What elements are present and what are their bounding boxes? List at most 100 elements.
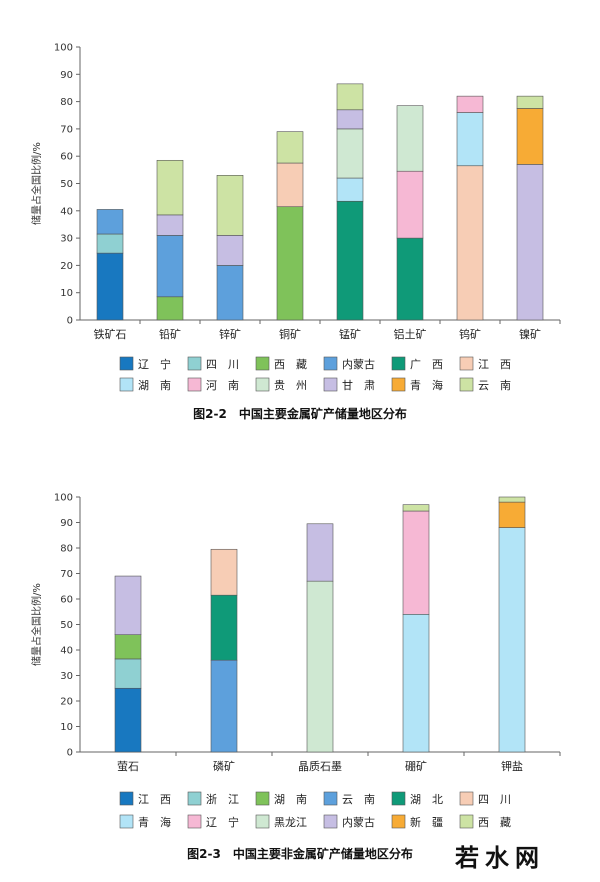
y-tick-label: 40: [60, 206, 73, 217]
legend-swatch: [459, 356, 474, 371]
y-tick-label: 0: [67, 748, 73, 759]
bar-segment: [336, 200, 364, 321]
legend-label: 云 南: [478, 379, 511, 392]
figure-caption: 图2-2 中国主要金属矿产储量地区分布: [193, 406, 407, 421]
legend-swatch: [323, 356, 338, 371]
legend-label: 西 藏: [478, 816, 511, 829]
bar-segment: [336, 177, 364, 202]
bar-segment: [114, 687, 142, 753]
bar-segment: [402, 510, 430, 615]
legend-swatch: [323, 377, 338, 392]
y-tick-label: 70: [60, 124, 73, 135]
bar-segment: [210, 594, 238, 661]
bar-segment: [156, 235, 184, 298]
bar-segment: [336, 109, 364, 130]
bar-segment: [396, 237, 424, 321]
y-tick-label: 100: [54, 493, 73, 504]
watermark-logo: 若水网: [454, 843, 545, 872]
legend-label: 青 海: [138, 815, 171, 829]
category-label: 镍矿: [519, 327, 541, 341]
legend-label: 黑龙江: [274, 816, 307, 829]
bar-segment: [396, 105, 424, 172]
category-label: 铜矿: [279, 327, 301, 341]
bar-segment: [114, 634, 142, 660]
legend-swatch: [119, 791, 134, 806]
y-tick-label: 50: [60, 620, 73, 631]
legend-swatch: [187, 791, 202, 806]
legend-label: 内蒙古: [342, 815, 375, 829]
bar-segment: [210, 548, 238, 596]
y-tick-label: 10: [60, 722, 73, 733]
bar-segment: [498, 527, 526, 753]
y-axis-title: 储量占全国比例/%: [30, 142, 43, 225]
bar-segment: [516, 108, 544, 165]
bar-segment: [96, 233, 124, 254]
y-tick-label: 0: [67, 316, 73, 327]
bar-segment: [216, 235, 244, 266]
category-label: 锌矿: [219, 327, 241, 341]
legend-label: 河 南: [206, 379, 239, 392]
y-tick-label: 50: [60, 179, 73, 190]
bar-segment: [498, 496, 526, 503]
legend-label: 辽 宁: [206, 815, 239, 829]
bar-segment: [216, 265, 244, 321]
legend-swatch: [459, 791, 474, 806]
legend-label: 新 疆: [410, 815, 443, 829]
bar-segment: [96, 252, 124, 321]
bar-segment: [96, 209, 124, 235]
category-label: 磷矿: [213, 760, 235, 773]
legend-swatch: [255, 791, 270, 806]
y-tick-label: 90: [60, 518, 73, 529]
legend-label: 江 西: [478, 358, 511, 371]
bar-segment: [276, 162, 304, 208]
bar-segment: [114, 575, 142, 635]
legend-swatch: [459, 377, 474, 392]
category-label: 萤石: [117, 760, 139, 773]
category-label: 铝土矿: [394, 327, 427, 341]
category-label: 钨矿: [459, 328, 481, 341]
y-tick-label: 70: [60, 569, 73, 580]
legend-label: 贵 州: [274, 379, 307, 392]
y-axis-title: 储量占全国比例/%: [30, 583, 43, 666]
y-tick-label: 80: [60, 544, 73, 555]
bar-segment: [516, 164, 544, 321]
legend-label: 湖 南: [138, 379, 171, 392]
legend-label: 青 海: [410, 378, 443, 392]
legend-label: 辽 宁: [138, 357, 171, 371]
legend-label: 广 西: [410, 358, 443, 371]
bar-segment: [402, 504, 430, 512]
bar-segment: [336, 83, 364, 111]
bar-segment: [456, 112, 484, 167]
legend-swatch: [119, 356, 134, 371]
y-tick-label: 30: [60, 234, 73, 245]
bar-segment: [276, 206, 304, 321]
bar-segment: [114, 658, 142, 689]
category-label: 铅矿: [159, 327, 181, 341]
bar-segment: [216, 175, 244, 236]
legend-swatch: [391, 814, 406, 829]
y-tick-label: 60: [60, 152, 73, 163]
legend-swatch: [391, 791, 406, 806]
category-label: 硼矿: [405, 760, 427, 773]
bar-segment: [396, 170, 424, 239]
bar-segment: [210, 659, 238, 753]
legend-swatch: [187, 814, 202, 829]
category-label: 晶质石墨: [298, 760, 342, 773]
legend-swatch: [255, 356, 270, 371]
y-tick-label: 90: [60, 70, 73, 81]
legend-swatch: [391, 377, 406, 392]
bar-segment: [402, 613, 430, 753]
legend-swatch: [323, 814, 338, 829]
bar-segment: [456, 95, 484, 113]
category-label: 铁矿石: [94, 328, 127, 341]
legend-label: 四 川: [478, 793, 511, 806]
legend-label: 湖 北: [410, 793, 443, 806]
y-tick-label: 20: [60, 697, 73, 708]
metal-ore-chart: 0 10 20 30 40 50 60 70 80 90 100 储量占全国比例/% 铁矿石 铅矿 锌矿 铜矿…: [30, 43, 561, 421]
bar-segment: [306, 523, 334, 582]
legend-label: 湖 南: [274, 793, 307, 806]
figure-caption: 图2-3 中国主要非金属矿产储量地区分布: [187, 846, 413, 861]
legend-swatch: [323, 791, 338, 806]
bar-segment: [456, 165, 484, 321]
